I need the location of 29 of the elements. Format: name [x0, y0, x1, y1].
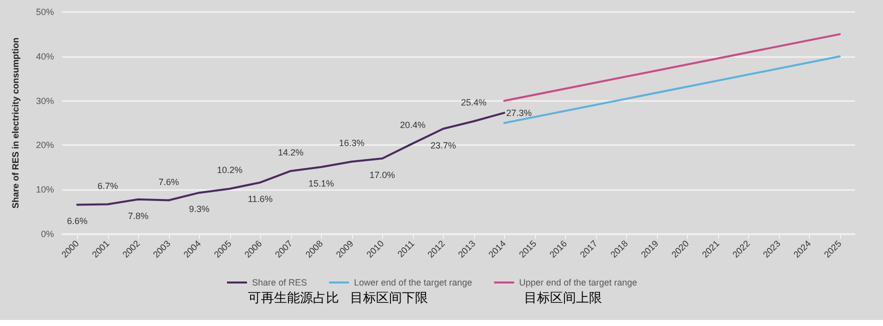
text: 可再生能源占比 [248, 291, 339, 306]
data-label: 15.1% [308, 178, 334, 188]
y-tick-label: 10% [36, 184, 54, 195]
data-label: 7.6% [158, 176, 180, 187]
text: 目标区间上限 [524, 291, 602, 306]
text: 目标区间下限 [350, 291, 428, 306]
data-label: 16.3% [338, 138, 365, 148]
data-label: 6.6% [66, 216, 88, 226]
data-label: 17.0% [369, 170, 396, 180]
data-label: 25.4% [460, 98, 487, 108]
y-tick-label: 50% [36, 7, 54, 17]
legend-label: Share of RES [252, 278, 308, 288]
data-label: 9.3% [188, 204, 210, 214]
y-tick-label: 20% [36, 140, 54, 150]
data-label: 11.6% [248, 194, 273, 204]
data-label: 10.2% [216, 165, 243, 176]
data-label: 14.2% [278, 147, 304, 158]
y-tick-label: 40% [36, 51, 54, 62]
data-label: 20.4% [400, 120, 426, 130]
y-tick-label: 0% [40, 229, 54, 239]
data-label: 6.7% [97, 180, 118, 191]
legend-label: Upper end of the target range [519, 278, 638, 288]
legend-label: Lower end of the target range [354, 278, 472, 288]
data-label: 23.7% [430, 140, 456, 150]
data-label: 7.8% [128, 210, 149, 221]
y-axis-title: Share of RES in electricity consumption [10, 37, 20, 209]
y-tick-label: 30% [36, 96, 54, 106]
line-series [76, 112, 506, 206]
data-label: 27.3% [506, 108, 532, 118]
